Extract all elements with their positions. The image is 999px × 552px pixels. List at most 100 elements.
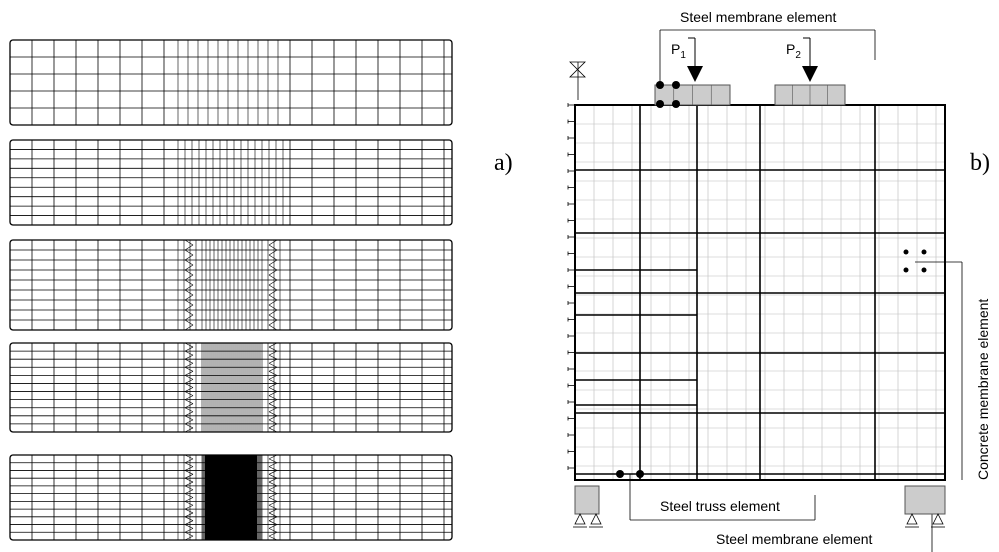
- line: [185, 486, 193, 490]
- line: [185, 494, 193, 498]
- line: [269, 459, 277, 463]
- line: [269, 486, 277, 490]
- line: [185, 379, 193, 383]
- line: [185, 320, 193, 325]
- line: [269, 290, 277, 295]
- line: [185, 290, 193, 295]
- line: [185, 400, 193, 404]
- line: [269, 388, 277, 392]
- panel-label: a): [494, 150, 513, 176]
- line: [185, 285, 193, 290]
- line: [269, 404, 277, 408]
- line: [269, 501, 277, 505]
- line: [185, 501, 193, 505]
- line: [185, 270, 193, 275]
- figure: a) b) Steel membrane element Steel truss…: [0, 0, 999, 552]
- line: [269, 494, 277, 498]
- line: [185, 490, 193, 494]
- line: [185, 412, 193, 416]
- line: [269, 498, 277, 502]
- line: [269, 490, 277, 494]
- line: [269, 347, 277, 351]
- node: [904, 268, 909, 273]
- line: [185, 275, 193, 280]
- line: [185, 295, 193, 300]
- pin: [907, 514, 917, 524]
- line: [269, 265, 277, 270]
- line: [269, 260, 277, 265]
- line: [269, 513, 277, 517]
- line: [269, 305, 277, 310]
- line: [185, 408, 193, 412]
- line: [185, 255, 193, 260]
- line: [269, 325, 277, 330]
- line: [185, 467, 193, 471]
- line: [185, 525, 193, 529]
- line: [185, 310, 193, 315]
- line: [185, 459, 193, 463]
- line: [185, 300, 193, 305]
- line: [185, 392, 193, 396]
- node: [672, 81, 680, 89]
- line: [269, 532, 277, 536]
- line: [269, 371, 277, 375]
- annotation: Steel membrane element: [716, 531, 873, 547]
- line: [185, 245, 193, 250]
- line: [185, 521, 193, 525]
- line: [269, 275, 277, 280]
- line: [185, 505, 193, 509]
- line: [185, 315, 193, 320]
- line: [185, 359, 193, 363]
- line: [269, 285, 277, 290]
- annotation: Concrete membrane element: [975, 299, 991, 480]
- line: [185, 474, 193, 478]
- model-panel: [568, 30, 962, 552]
- line: [185, 371, 193, 375]
- line: [269, 280, 277, 285]
- line: [185, 513, 193, 517]
- load-symbol: P: [671, 41, 680, 57]
- line: [269, 315, 277, 320]
- line: [269, 400, 277, 404]
- line: [269, 482, 277, 486]
- line: [269, 383, 277, 387]
- line: [185, 325, 193, 330]
- line: [269, 355, 277, 359]
- line: [185, 498, 193, 502]
- load-index: 1: [680, 50, 686, 61]
- annotation: Steel truss element: [660, 498, 780, 514]
- line: [185, 532, 193, 536]
- node: [616, 470, 624, 478]
- line: [185, 351, 193, 355]
- load-symbol: P: [786, 41, 795, 57]
- line: [185, 363, 193, 367]
- pin: [591, 514, 601, 524]
- support-plate: [905, 486, 945, 514]
- load-label: P2: [786, 41, 801, 61]
- annotation: Steel membrane element: [680, 9, 837, 25]
- line: [185, 280, 193, 285]
- line: [269, 250, 277, 255]
- line: [185, 482, 193, 486]
- line: [269, 528, 277, 532]
- line: [269, 420, 277, 424]
- line: [269, 521, 277, 525]
- mesh-panel: [10, 40, 452, 540]
- line: [185, 404, 193, 408]
- line: [185, 470, 193, 474]
- arrow: [687, 66, 703, 82]
- line: [269, 408, 277, 412]
- line: [269, 270, 277, 275]
- line: [185, 396, 193, 400]
- line: [185, 260, 193, 265]
- support-plate: [575, 486, 599, 514]
- line: [269, 463, 277, 467]
- pin: [575, 514, 585, 524]
- line: [269, 363, 277, 367]
- line: [185, 416, 193, 420]
- line: [185, 528, 193, 532]
- line: [185, 240, 193, 245]
- line: [269, 351, 277, 355]
- line: [269, 392, 277, 396]
- line: [269, 416, 277, 420]
